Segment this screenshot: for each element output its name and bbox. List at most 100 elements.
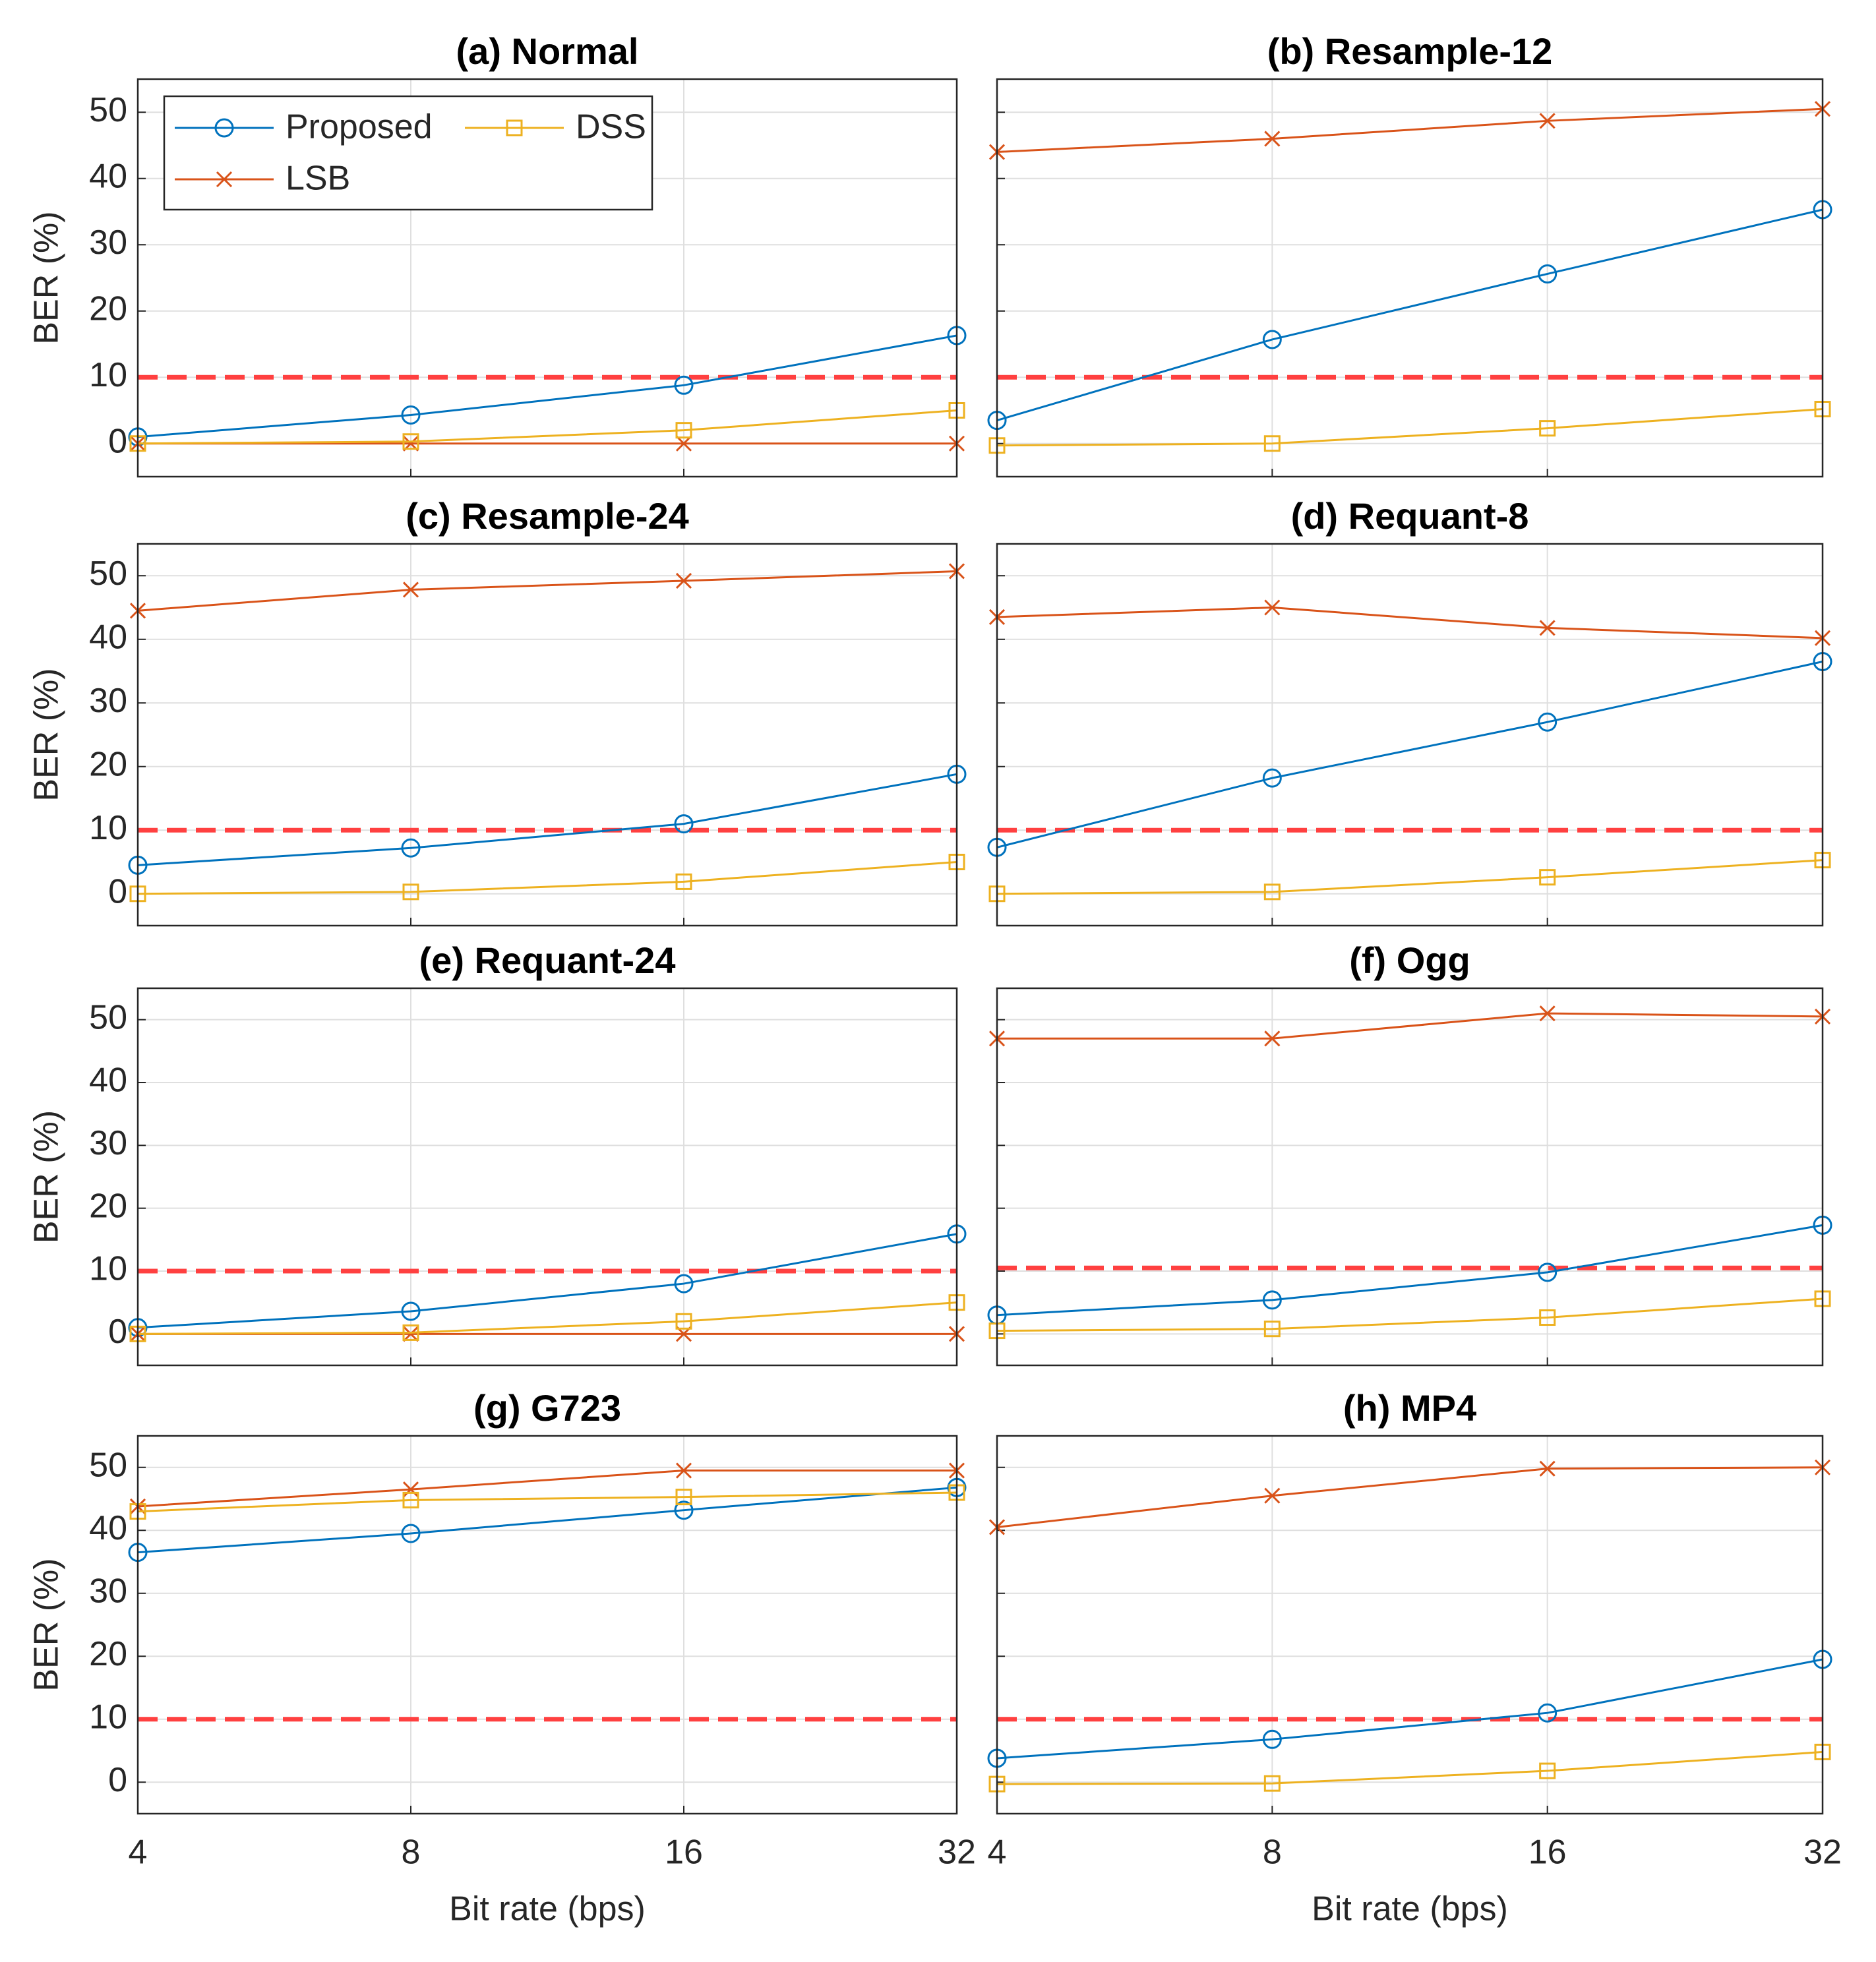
y-tick-label: 30 — [89, 1572, 127, 1610]
legend-label: LSB — [286, 160, 350, 198]
y-tick-label: 50 — [89, 998, 127, 1036]
series-line — [137, 1491, 957, 1513]
y-tick-label: 0 — [108, 422, 127, 460]
marker — [402, 1481, 419, 1498]
chart-title: (c) Resample-24 — [406, 495, 689, 537]
series-line — [996, 661, 1823, 848]
y-tick-label: 50 — [89, 554, 127, 593]
series-line — [137, 1233, 957, 1329]
legend-marker — [506, 119, 523, 136]
marker — [1539, 1460, 1556, 1477]
marker — [1264, 1030, 1281, 1047]
series-line — [996, 1297, 1823, 1332]
marker — [1539, 869, 1556, 886]
y-tick-label: 30 — [89, 682, 127, 720]
marker — [1263, 435, 1281, 452]
series-line — [137, 1486, 957, 1554]
series-line — [996, 606, 1823, 639]
x-tick-label: 16 — [665, 1833, 703, 1872]
marker — [402, 433, 419, 450]
marker — [1539, 1309, 1556, 1326]
marker — [1264, 599, 1281, 616]
legend-label: DSS — [576, 108, 646, 146]
series-line — [137, 409, 957, 445]
series-line — [137, 773, 957, 866]
marker — [1263, 1321, 1281, 1338]
marker — [675, 572, 692, 589]
axes-box — [136, 1435, 958, 1815]
plot-area — [997, 544, 1823, 926]
marker — [1264, 1487, 1281, 1504]
plot-area — [997, 1436, 1823, 1814]
series-line — [137, 334, 957, 438]
y-tick-label: 20 — [89, 1635, 127, 1673]
y-axis-label: BER (%) — [28, 1558, 66, 1691]
y-tick-label: 10 — [89, 809, 127, 847]
plot-area — [138, 544, 957, 926]
axes-box — [996, 78, 1824, 478]
marker — [675, 1313, 692, 1330]
marker — [402, 1491, 419, 1508]
chart-title: (g) G723 — [473, 1387, 621, 1429]
series-line — [997, 1012, 1823, 1040]
axes-box — [136, 78, 958, 478]
chart-title: (e) Requant-24 — [419, 939, 676, 981]
marker — [1539, 420, 1556, 437]
marker — [675, 873, 692, 890]
x-tick-label: 32 — [1803, 1833, 1842, 1872]
marker — [675, 1462, 692, 1479]
x-tick-label: 8 — [402, 1833, 421, 1872]
marker — [674, 1274, 694, 1293]
series-line — [996, 407, 1823, 447]
y-tick-label: 0 — [108, 872, 127, 910]
y-tick-label: 10 — [89, 1698, 127, 1736]
chart-title: (d) Requant-8 — [1291, 495, 1529, 537]
marker — [1262, 1290, 1282, 1310]
axes-box — [996, 1435, 1824, 1815]
marker — [1262, 1729, 1282, 1749]
y-tick-label: 40 — [89, 157, 127, 195]
marker — [401, 1524, 421, 1543]
marker — [402, 1326, 419, 1342]
y-tick-label: 50 — [89, 1446, 127, 1484]
marker — [1264, 131, 1281, 147]
marker — [402, 581, 419, 598]
marker — [401, 838, 421, 858]
legend-marker — [216, 171, 233, 188]
marker — [675, 422, 692, 439]
marker — [675, 435, 692, 452]
y-tick-label: 0 — [108, 1761, 127, 1799]
marker — [402, 883, 419, 901]
series-line — [996, 1466, 1823, 1528]
series-line — [137, 1470, 957, 1508]
plot-area — [997, 988, 1823, 1365]
marker — [675, 1489, 692, 1506]
axes-box — [996, 543, 1824, 927]
y-tick-label: 40 — [89, 618, 127, 656]
y-tick-label: 10 — [89, 1250, 127, 1288]
marker — [1263, 883, 1281, 901]
y-tick-label: 20 — [89, 1187, 127, 1225]
series-line — [137, 1301, 957, 1335]
series-line — [996, 208, 1823, 422]
series-line — [137, 570, 957, 612]
series-line — [996, 1224, 1823, 1317]
x-tick-label: 4 — [988, 1833, 1007, 1872]
y-tick-label: 30 — [89, 1124, 127, 1162]
chart-title: (a) Normal — [456, 30, 639, 72]
y-axis-label: BER (%) — [28, 211, 66, 344]
x-tick-label: 8 — [1263, 1833, 1282, 1872]
x-axis-label: Bit rate (bps) — [1312, 1890, 1508, 1928]
axes-box — [136, 987, 958, 1367]
series-line — [996, 107, 1823, 154]
marker — [1262, 768, 1282, 788]
marker — [1538, 1703, 1558, 1723]
y-tick-label: 30 — [89, 223, 127, 262]
y-tick-label: 40 — [89, 1061, 127, 1100]
marker — [1539, 620, 1556, 636]
marker — [674, 1501, 694, 1520]
y-tick-label: 0 — [108, 1313, 127, 1351]
marker — [401, 405, 421, 425]
x-tick-label: 32 — [938, 1833, 976, 1872]
